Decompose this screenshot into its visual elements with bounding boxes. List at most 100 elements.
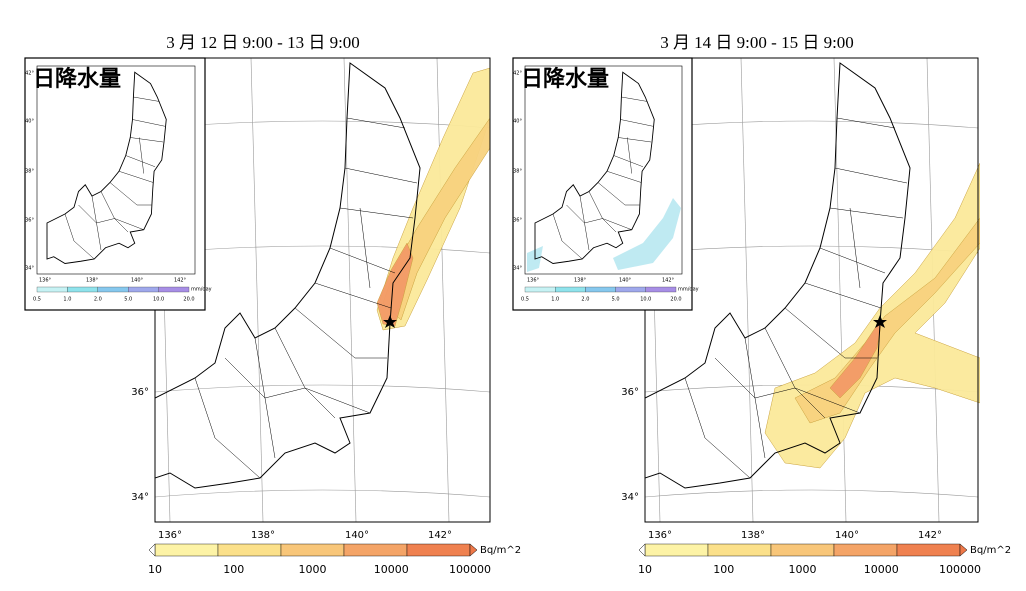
inset-colorbar-label: 20.0: [183, 297, 194, 303]
colorbar-segment: [833, 543, 898, 557]
lat-label: 36°: [621, 387, 639, 398]
colorbar-label: 100000: [449, 563, 491, 576]
colorbar-segment: [343, 543, 408, 557]
colorbar-label: 1000: [789, 563, 817, 576]
inset-colorbar-segment: [615, 286, 646, 293]
parallel: [645, 489, 979, 498]
meridian: [436, 58, 450, 522]
inset-colorbar-segment: [67, 286, 98, 293]
rain-area: [613, 198, 681, 270]
colorbar-arrow: [959, 543, 968, 557]
main-map: [154, 57, 491, 523]
inset-colorbar-unit: mm/day: [678, 287, 699, 293]
colorbar-segment: [406, 543, 471, 557]
inset-lat-label: 42°: [25, 71, 34, 77]
colorbar-arrow: [638, 543, 646, 557]
inset-colorbar-label: 5.0: [124, 297, 132, 303]
inset-colorbar-segment: [36, 286, 68, 293]
inset-colorbar-unit: mm/day: [191, 287, 212, 293]
lon-label: 142°: [428, 530, 452, 541]
inset-colorbar-label: 5.0: [612, 297, 620, 303]
inset-lat-label: 40°: [513, 119, 522, 125]
colorbar-segment: [770, 543, 835, 557]
plume: [376, 242, 414, 327]
colorbar-unit: Bq/m^2: [480, 545, 521, 556]
colorbar-label: 10: [638, 563, 652, 576]
inset-lon-label: 138°: [86, 278, 99, 284]
inset-colorbar-label: 20.0: [670, 297, 681, 303]
colorbar-label: 10000: [864, 563, 899, 576]
inset-label: 日降水量: [521, 67, 609, 92]
inset-lat-label: 34°: [513, 266, 522, 272]
inset-colorbar-label: 10.0: [640, 297, 651, 303]
colorbar-segment: [217, 543, 282, 557]
inset-lon-label: 140°: [131, 278, 144, 284]
inset-box: [512, 57, 693, 311]
lon-label: 138°: [251, 530, 275, 541]
lon-label: 140°: [835, 530, 859, 541]
inset-lon-label: 136°: [527, 278, 540, 284]
inset-colorbar-label: 2.0: [581, 297, 589, 303]
inset-frame: [524, 65, 683, 275]
inset-lon-label: 138°: [574, 278, 587, 284]
colorbar-segment: [707, 543, 772, 557]
inset-colorbar-label: 0.5: [521, 297, 529, 303]
lon-label: 138°: [741, 530, 765, 541]
inset-lon-label: 136°: [39, 278, 52, 284]
colorbar-unit: Bq/m^2: [970, 545, 1011, 556]
colorbar-arrow: [469, 543, 478, 557]
inset-colorbar-segment: [158, 286, 190, 293]
panel-title: 3 月 14 日 9:00 - 15 日 9:00: [660, 33, 854, 52]
inset-lat-label: 38°: [25, 169, 34, 175]
plant-marker: [873, 315, 887, 328]
inset-lat-label: 40°: [25, 119, 34, 125]
colorbar-segment: [644, 543, 709, 557]
colorbar-label: 100: [713, 563, 734, 576]
parallel: [155, 489, 490, 498]
inset-lat-label: 36°: [25, 218, 34, 224]
inset-lat-label: 42°: [513, 71, 522, 77]
colorbar-label: 10000: [374, 563, 409, 576]
plant-marker: [383, 315, 397, 328]
lon-label: 142°: [918, 530, 942, 541]
colorbar-segment: [896, 543, 961, 557]
inset-colorbar-segment: [555, 286, 586, 293]
inset-label: 日降水量: [33, 67, 121, 92]
inset-colorbar-label: 2.0: [94, 297, 102, 303]
colorbar-segment: [280, 543, 345, 557]
inset-lat-label: 38°: [513, 169, 522, 175]
inset-colorbar-segment: [524, 286, 556, 293]
inset-lon-label: 142°: [662, 278, 675, 284]
inset-colorbar-label: 1.0: [551, 297, 559, 303]
inset-lat-label: 34°: [25, 266, 34, 272]
inset-colorbar-segment: [97, 286, 129, 293]
inset-lon-label: 140°: [619, 278, 632, 284]
map-clip: [645, 58, 1026, 522]
main-map: [644, 57, 1026, 523]
map-clip: [155, 58, 490, 522]
inset-colorbar-label: 0.5: [33, 297, 41, 303]
colorbar-label: 1000: [299, 563, 327, 576]
inset-colorbar-segment: [585, 286, 616, 293]
lon-label: 140°: [345, 530, 369, 541]
parallel: [155, 384, 490, 393]
inset-colorbar-segment: [645, 286, 677, 293]
inset-lon-label: 142°: [174, 278, 187, 284]
inset-colorbar-label: 10.0: [153, 297, 164, 303]
inset-colorbar-label: 1.0: [63, 297, 71, 303]
meridian: [1020, 58, 1026, 522]
lat-label: 34°: [621, 492, 639, 503]
lat-label: 36°: [131, 387, 149, 398]
colorbar-arrow: [148, 543, 156, 557]
inset-lat-label: 36°: [513, 218, 522, 224]
inset-colorbar-segment: [128, 286, 159, 293]
colorbar-label: 100: [223, 563, 244, 576]
lat-label: 34°: [131, 492, 149, 503]
lon-label: 136°: [158, 530, 182, 541]
meridian: [740, 58, 754, 522]
meridian: [250, 58, 264, 522]
